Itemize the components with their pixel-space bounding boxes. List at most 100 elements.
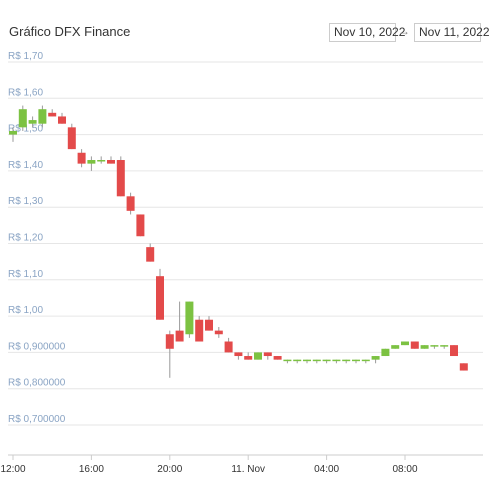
candle-body xyxy=(332,359,341,362)
candle-body xyxy=(459,363,468,371)
candle-body xyxy=(263,352,272,357)
candles xyxy=(9,105,468,378)
candle-body xyxy=(185,301,194,335)
candle-body xyxy=(205,319,213,331)
grid-lines xyxy=(8,61,483,426)
candle-body xyxy=(77,152,86,164)
candle-body xyxy=(58,116,66,124)
y-tick-label: R$ 1,40 xyxy=(8,160,43,171)
candle-body xyxy=(165,334,174,349)
candle xyxy=(322,359,331,364)
candle-body xyxy=(303,359,311,362)
y-tick-label: R$ 1,10 xyxy=(8,269,43,280)
candle xyxy=(67,123,76,150)
candle xyxy=(185,301,194,338)
candle xyxy=(18,105,27,131)
candle xyxy=(175,301,184,342)
candle-body xyxy=(244,356,253,360)
candle xyxy=(77,149,86,168)
candle-body xyxy=(430,345,439,347)
candle-body xyxy=(352,359,360,362)
candle xyxy=(391,345,400,349)
candle xyxy=(312,359,321,364)
date-range-from-input[interactable]: Nov 10, 2022 xyxy=(329,23,405,42)
candle-body xyxy=(9,130,17,135)
candle xyxy=(146,243,155,262)
candle-body xyxy=(195,319,204,342)
candle-body xyxy=(67,127,76,150)
date-range-to-input[interactable]: Nov 11, 2022 xyxy=(414,23,490,42)
candle xyxy=(107,156,115,164)
candle xyxy=(410,341,419,349)
candle-body xyxy=(440,345,449,347)
y-tick-label: R$ 1,70 xyxy=(8,51,43,62)
chart-title: Gráfico DFX Finance xyxy=(9,24,131,39)
candle xyxy=(332,359,341,364)
candle xyxy=(401,341,409,346)
candle xyxy=(459,363,468,371)
x-tick-label: 16:00 xyxy=(79,464,104,475)
candle xyxy=(303,359,311,364)
candle xyxy=(420,345,429,349)
candle xyxy=(342,359,351,364)
candle-body xyxy=(18,109,27,128)
candle xyxy=(254,352,262,360)
candle xyxy=(58,112,66,124)
candle xyxy=(9,127,17,142)
candle-body xyxy=(420,345,429,349)
candle xyxy=(234,352,243,360)
candle-body xyxy=(322,359,331,362)
candle xyxy=(293,359,302,364)
candle-body xyxy=(283,359,292,362)
candle-body xyxy=(273,356,282,360)
y-tick-label: R$ 1,20 xyxy=(8,233,43,244)
candle-body xyxy=(107,160,115,164)
candle-body xyxy=(214,330,223,335)
candle xyxy=(244,352,253,360)
candle xyxy=(450,345,458,357)
y-tick-label: R$ 0,700000 xyxy=(8,414,66,425)
candle xyxy=(165,330,174,378)
y-tick-label: R$ 0,800000 xyxy=(8,378,66,389)
x-tick-label: 20:00 xyxy=(157,464,182,475)
candle xyxy=(87,156,96,171)
candle-body xyxy=(371,356,380,360)
candle xyxy=(97,156,106,164)
candle-body xyxy=(234,352,243,357)
candle-body xyxy=(126,196,135,211)
candle-body xyxy=(146,247,155,262)
candle xyxy=(195,316,204,342)
y-tick-label: R$ 1,30 xyxy=(8,196,43,207)
candle-body xyxy=(224,341,233,353)
candle xyxy=(38,105,47,128)
candle-body xyxy=(401,341,409,346)
x-tick-label: 12:00 xyxy=(0,464,25,475)
candle xyxy=(440,345,449,349)
x-tick-label: 04:00 xyxy=(314,464,339,475)
candle xyxy=(263,352,272,360)
candle xyxy=(116,156,125,197)
candle xyxy=(136,214,145,237)
x-tick-label: 08:00 xyxy=(392,464,417,475)
y-axis-labels: R$ 1,70 R$ 1,60 R$ 1,50 R$ 1,40 R$ 1,30 R$ 1,… xyxy=(8,51,66,425)
candle-body xyxy=(361,359,370,362)
candle xyxy=(48,109,57,117)
y-tick-label: R$ 1,60 xyxy=(8,87,43,98)
candle xyxy=(156,268,164,320)
candle-body xyxy=(87,160,96,164)
candle xyxy=(361,359,370,364)
x-tick-label: 11. Nov xyxy=(231,464,265,475)
candle xyxy=(205,316,213,331)
candle xyxy=(352,359,360,364)
candle-body xyxy=(136,214,145,237)
candle-body xyxy=(156,276,164,320)
candle-body xyxy=(450,345,458,357)
candle xyxy=(214,326,223,338)
candle-body xyxy=(312,359,321,362)
y-tick-label: R$ 0,900000 xyxy=(8,341,66,352)
candle-body xyxy=(410,341,419,349)
candle-body xyxy=(381,348,390,357)
y-tick-label: R$ 1,00 xyxy=(8,305,43,316)
date-range-arrow-icon: → xyxy=(398,24,410,38)
